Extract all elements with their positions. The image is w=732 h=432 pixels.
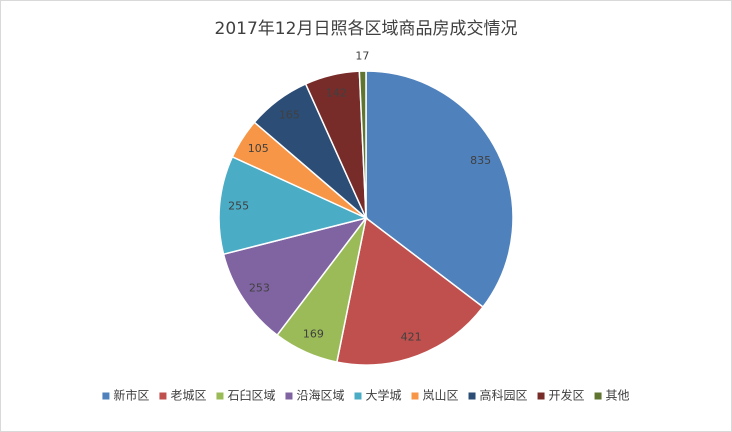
- legend-label: 沿海区域: [296, 388, 344, 403]
- legend-swatch: [411, 392, 419, 400]
- legend-swatch: [537, 392, 545, 400]
- legend-swatch: [102, 392, 110, 400]
- legend-swatch: [159, 392, 167, 400]
- legend-label: 其他: [606, 389, 630, 403]
- data-label: 169: [303, 328, 324, 341]
- data-label: 253: [249, 282, 270, 295]
- data-label: 255: [228, 199, 249, 212]
- data-label: 17: [355, 49, 369, 62]
- legend-swatch: [594, 392, 602, 400]
- legend-label: 大学城: [365, 388, 401, 403]
- legend-label: 老城区: [170, 389, 206, 403]
- pie-slice: [358, 70, 367, 219]
- data-label: 105: [248, 142, 269, 155]
- legend-label: 高科园区: [480, 388, 528, 403]
- data-label: 835: [470, 154, 491, 167]
- legend-swatch: [354, 392, 362, 400]
- legend-swatch: [285, 392, 293, 400]
- pie-slice: [335, 216, 485, 366]
- data-label: 142: [326, 87, 347, 100]
- legend-swatch: [468, 392, 476, 400]
- legend-label: 岚山区: [423, 389, 459, 403]
- pie-slice: [222, 216, 368, 337]
- chart-title: 2017年12月日照各区域商品房成交情况: [215, 19, 518, 39]
- data-label: 165: [279, 109, 300, 122]
- legend-label: 开发区: [549, 388, 585, 403]
- data-label: 421: [401, 331, 422, 344]
- legend-label: 石臼区域: [227, 388, 275, 403]
- pie-slice: [365, 70, 514, 309]
- legend-swatch: [216, 392, 224, 400]
- legend-label: 新市区: [113, 388, 149, 403]
- pie-slice: [218, 155, 369, 256]
